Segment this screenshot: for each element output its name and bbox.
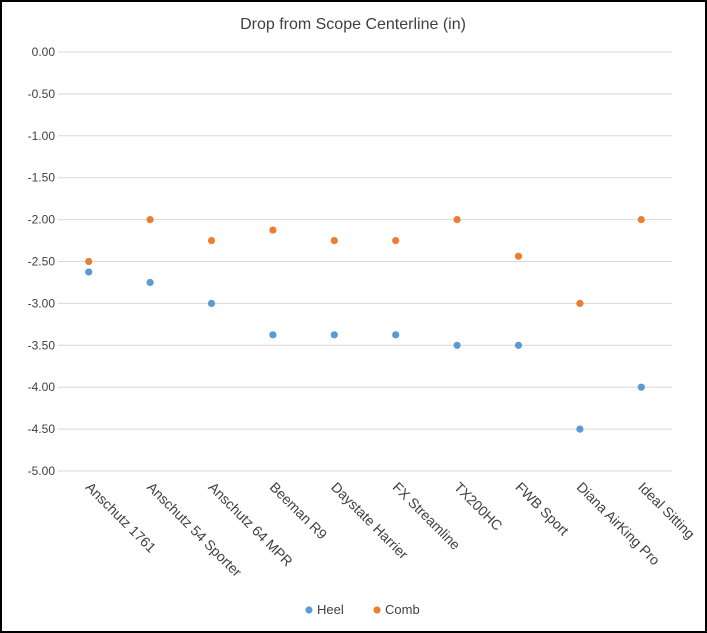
- y-tick-label: -1.00: [28, 129, 56, 143]
- legend-label: Heel: [317, 602, 344, 617]
- y-tick-label: -0.50: [28, 87, 56, 101]
- data-point-comb: [146, 216, 154, 224]
- data-point-heel: [392, 331, 400, 339]
- legend: Heel Comb: [305, 602, 420, 617]
- y-tick-label: -4.50: [28, 422, 56, 436]
- y-tick-label: -2.00: [28, 213, 56, 227]
- y-tick-label: -4.00: [28, 380, 56, 394]
- x-tick-label: TX200HC: [451, 479, 506, 534]
- data-point-comb: [85, 257, 93, 266]
- chart-title: Drop from Scope Centerline (in): [240, 16, 466, 33]
- data-point-heel: [330, 331, 338, 339]
- data-point-comb: [207, 236, 216, 245]
- gridlines: [58, 51, 672, 472]
- data-point-comb: [269, 226, 277, 234]
- data-point-heel: [514, 341, 523, 349]
- data-point-comb: [637, 216, 645, 224]
- data-point-comb: [514, 252, 523, 260]
- y-axis-tick-labels: 0.00 -0.50 -1.00 -1.50 -2.00 -2.50 -3.00 -3.50 -…: [28, 45, 56, 478]
- legend-marker-comb: [373, 606, 381, 614]
- x-tick-label: FWB Sport: [512, 479, 572, 539]
- data-point-heel: [576, 425, 584, 433]
- y-tick-label: -3.00: [28, 296, 56, 310]
- data-point-heel: [637, 383, 645, 391]
- data-point-heel: [207, 299, 216, 307]
- data-point-heel: [453, 341, 461, 349]
- data-point-comb: [330, 236, 338, 245]
- data-point-comb: [453, 216, 461, 224]
- data-point-comb: [576, 299, 584, 307]
- x-tick-label: Beeman R9: [267, 479, 331, 543]
- y-tick-label: -3.50: [28, 338, 56, 352]
- y-tick-label: -2.50: [28, 255, 56, 269]
- x-tick-label: Ideal Sitting: [635, 479, 698, 542]
- legend-marker-heel: [305, 606, 313, 614]
- data-point-comb: [392, 236, 400, 245]
- y-tick-label: -5.00: [28, 464, 56, 478]
- data-point-heel: [146, 278, 154, 287]
- data-points: [85, 216, 645, 433]
- legend-label: Comb: [385, 602, 420, 617]
- y-tick-label: -1.50: [28, 171, 56, 185]
- y-tick-label: 0.00: [32, 45, 56, 59]
- data-point-heel: [269, 331, 277, 339]
- data-point-heel: [85, 268, 93, 276]
